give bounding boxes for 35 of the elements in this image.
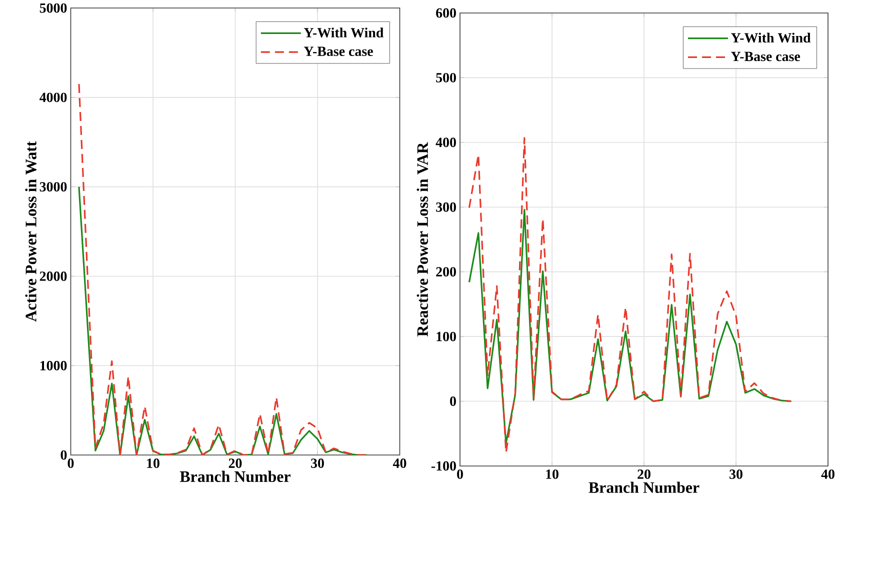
y-tick-label: 400 [436, 138, 456, 148]
y-tick-label: 300 [436, 202, 456, 212]
y-tick-label: 500 [436, 73, 456, 82]
x-axis-title: Branch Number [588, 482, 700, 494]
y-tick-label: 0 [60, 450, 67, 460]
line-series [78, 83, 368, 456]
y-tick-label: 4000 [40, 92, 67, 102]
x-tick-label: 30 [311, 458, 324, 468]
y-tick-label: 600 [436, 8, 456, 18]
legend-label: Y-Base case [304, 46, 373, 56]
y-tick-label: 5000 [40, 3, 67, 13]
y-axis-title: Reactive Power Loss in VAR [416, 142, 428, 337]
x-tick-label: 20 [228, 458, 242, 468]
legend-label: Y-With Wind [304, 28, 384, 38]
y-tick-label: -100 [431, 461, 456, 471]
legend-label: Y-Base case [731, 52, 800, 62]
y-tick-label: 100 [436, 332, 456, 342]
x-tick-label: 20 [638, 470, 650, 479]
x-tick-label: 0 [68, 458, 74, 468]
y-tick-label: 2000 [40, 272, 67, 281]
y-tick-label: 3000 [40, 182, 67, 192]
y-tick-label: 0 [450, 396, 456, 406]
line-series [78, 186, 368, 456]
y-axis-title: Active Power Loss in Watt [25, 141, 36, 322]
x-axis-title: Branch Number [180, 470, 290, 482]
x-tick-label: 0 [457, 470, 463, 479]
y-tick-label: 1000 [40, 360, 67, 370]
x-tick-label: 10 [147, 458, 160, 468]
x-tick-label: 40 [821, 470, 834, 479]
x-tick-label: 40 [392, 458, 406, 468]
line-series [468, 137, 792, 454]
x-tick-label: 10 [546, 470, 558, 479]
x-tick-label: 30 [730, 470, 742, 479]
y-tick-label: 200 [436, 267, 456, 277]
legend-label: Y-With Wind [731, 32, 811, 43]
